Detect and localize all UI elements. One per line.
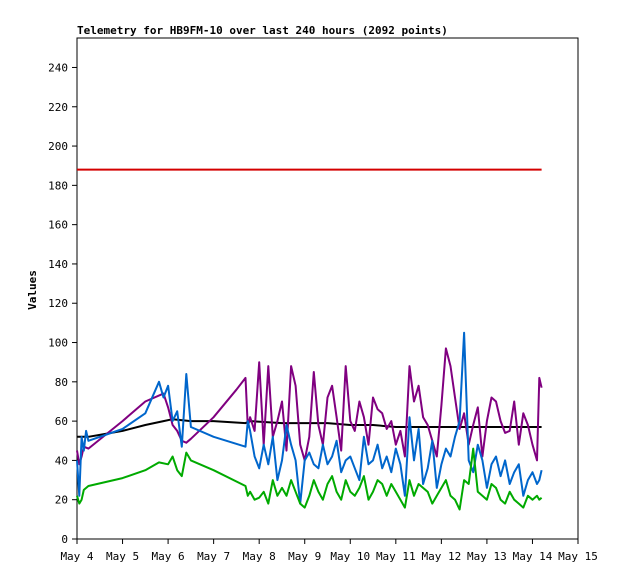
y-tick-label: 220 [48,101,68,114]
plot-frame [76,37,579,540]
x-tick-label: May 5 [106,550,139,563]
y-tick-label: 240 [48,61,68,74]
series-group [76,168,543,511]
y-axis-label: Values [26,270,39,310]
x-tick-label: May 7 [197,550,230,563]
x-tick-label: May 14 [513,550,553,563]
x-tick-label: May 11 [376,550,416,563]
y-tick-label: 0 [61,533,68,546]
x-tick-label: May 6 [152,550,185,563]
x-tick-label: May 9 [288,550,321,563]
y-tick-label: 100 [48,337,68,350]
chart-title: Telemetry for HB9FM-10 over last 240 hou… [77,24,448,37]
x-tick-label: May 15 [558,550,598,563]
y-tick-label: 80 [55,376,68,389]
y-tick-label: 120 [48,297,68,310]
x-axis: May 4 May 5 May 6 May 7 May 8 May 9 May 10 May … [60,539,598,563]
series-line-4 [76,447,543,511]
x-tick-label: May 8 [243,550,276,563]
x-tick-label: May 12 [421,550,461,563]
x-tick-label: May 4 [60,550,93,563]
x-tick-label: May 10 [330,550,370,563]
y-tick-label: 40 [55,454,68,467]
y-tick-label: 140 [48,258,68,271]
y-tick-label: 60 [55,415,68,428]
y-tick-label: 20 [55,494,68,507]
y-tick-label: 160 [48,219,68,232]
series-line-2 [76,347,543,466]
y-tick-label: 180 [48,179,68,192]
y-tick-label: 200 [48,140,68,153]
x-tick-label: May 13 [467,550,507,563]
series-line-3 [76,331,543,505]
y-axis: 0 20 40 60 80 100 120 140 160 180 200 220 240 [48,61,77,546]
